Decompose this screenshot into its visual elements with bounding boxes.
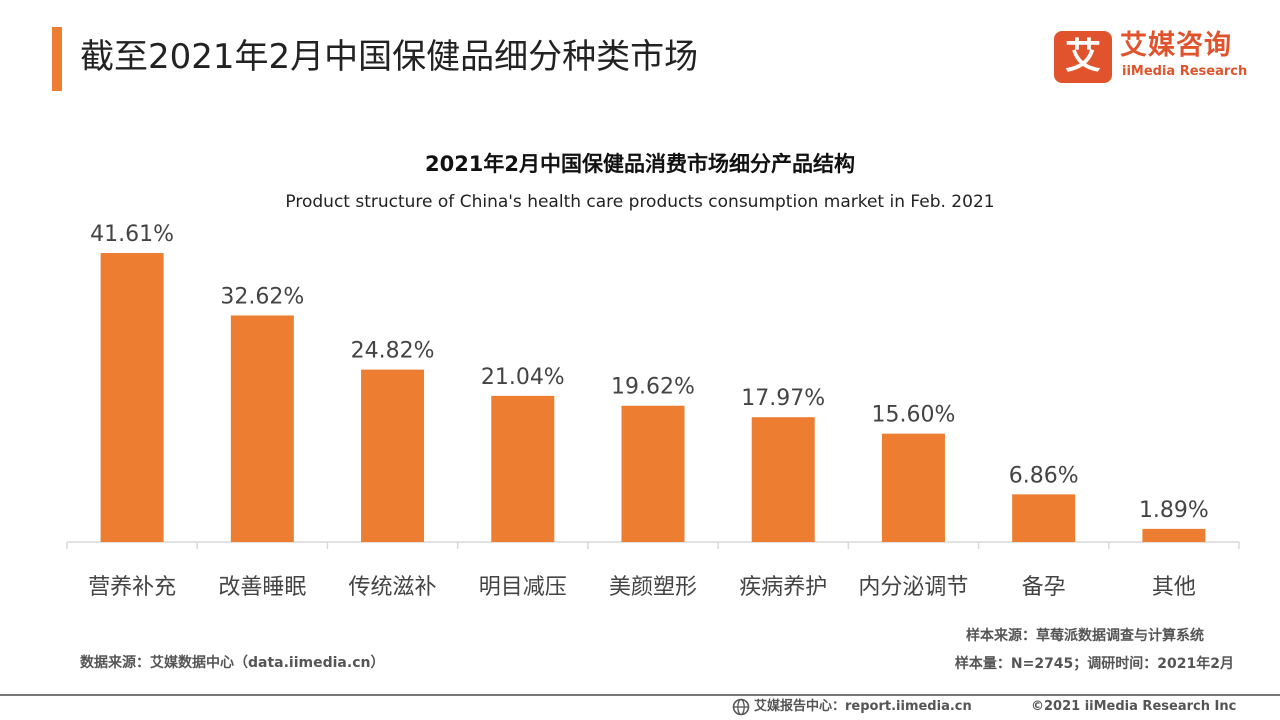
bar-6 xyxy=(751,417,815,542)
category-label: 改善睡眠 xyxy=(218,575,306,600)
bar-value-label: 32.62% xyxy=(220,284,304,309)
bar-value-label: 6.86% xyxy=(1009,463,1079,488)
brand-logo: 艾 艾媒咨询 iiMedia Research xyxy=(1054,30,1268,84)
copyright: ©2021 iiMedia Research Inc xyxy=(1031,699,1237,714)
brand-name-en: iiMedia Research xyxy=(1122,64,1248,79)
globe-icon xyxy=(732,698,750,716)
bar-value-label: 24.82% xyxy=(351,339,435,364)
bar-4 xyxy=(491,395,555,542)
bar-1 xyxy=(100,253,164,542)
bar-9 xyxy=(1142,528,1206,542)
category-label: 明目减压 xyxy=(479,575,567,600)
bar-2 xyxy=(230,315,294,542)
bar-7 xyxy=(881,433,945,542)
bar-value-label: 15.60% xyxy=(871,403,955,428)
category-label: 其他 xyxy=(1152,575,1196,600)
chart-subtitle: Product structure of China's health care… xyxy=(285,192,995,212)
category-label: 备孕 xyxy=(1022,575,1066,600)
data-source-note: 数据来源：艾媒数据中心（data.iimedia.cn） xyxy=(80,655,385,671)
bar-5 xyxy=(621,405,685,542)
brand-logo-glyph: 艾 xyxy=(1064,36,1101,77)
title-accent-bar xyxy=(52,27,62,91)
page-title: 截至2021年2月中国保健品细分种类市场 xyxy=(80,37,699,77)
brand-logo-icon: 艾 xyxy=(1054,31,1112,83)
category-label: 传统滋补 xyxy=(349,575,437,600)
bar-8 xyxy=(1012,494,1076,542)
sample-source-note: 样本来源：草莓派数据调查与计算系统 xyxy=(966,628,1204,644)
bar-value-label: 1.89% xyxy=(1139,498,1209,523)
chart-title: 2021年2月中国保健品消费市场细分产品结构 xyxy=(424,152,856,176)
brand-name-cn: 艾媒咨询 xyxy=(1120,30,1232,61)
bar-value-label: 21.04% xyxy=(481,365,565,390)
bar-value-label: 17.97% xyxy=(741,386,825,411)
category-label: 内分泌调节 xyxy=(858,575,968,600)
footer-divider xyxy=(0,694,1280,696)
category-label: 疾病养护 xyxy=(739,575,827,600)
bar-value-label: 41.61% xyxy=(90,222,174,247)
report-center-link[interactable]: 艾媒报告中心：report.iimedia.cn xyxy=(754,699,972,714)
category-label: 营养补充 xyxy=(88,575,176,600)
bar-value-label: 19.62% xyxy=(611,375,695,400)
bar-3 xyxy=(361,369,425,542)
sample-size-note: 样本量：N=2745；调研时间：2021年2月 xyxy=(954,656,1234,672)
category-label: 美颜塑形 xyxy=(609,575,697,600)
